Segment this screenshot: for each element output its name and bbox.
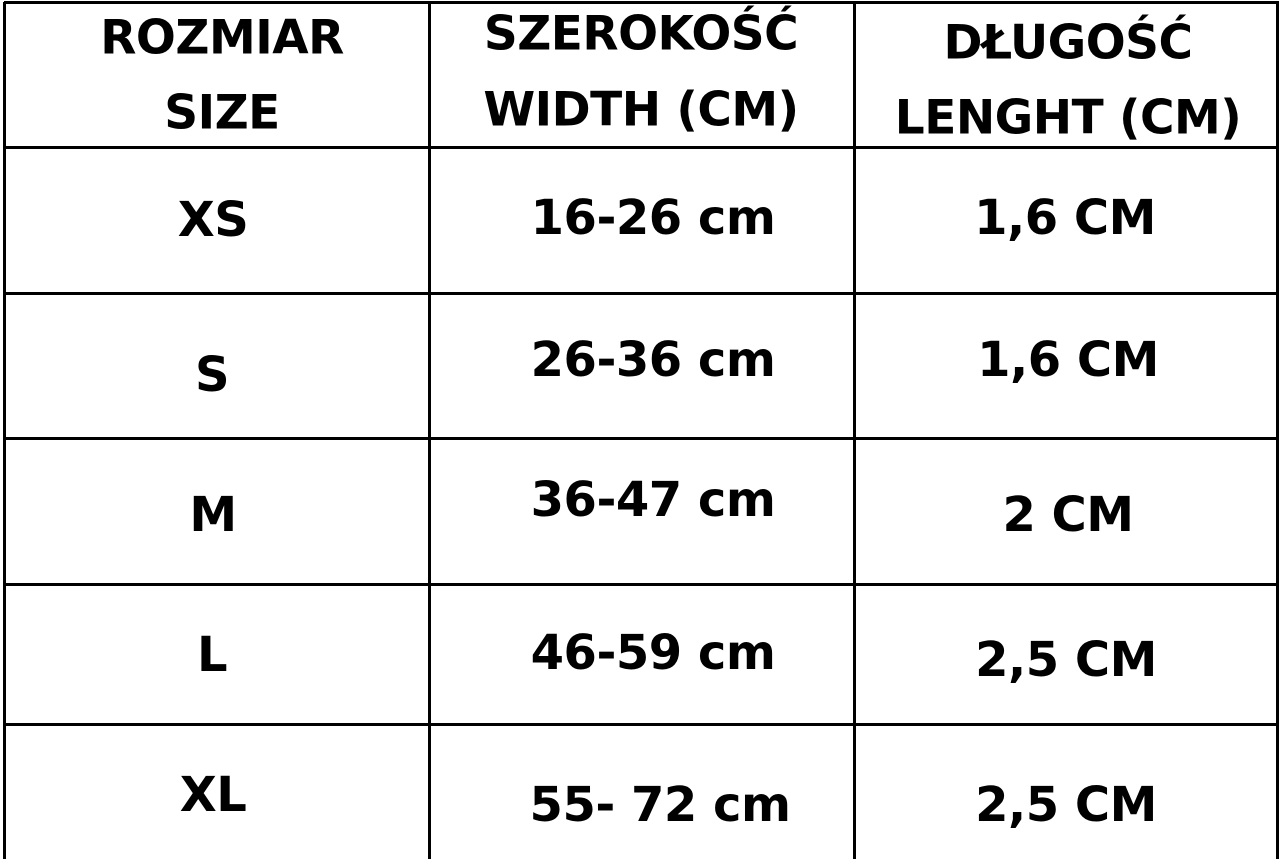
cell-size: XS — [177, 192, 249, 248]
cell-size: XL — [179, 767, 247, 823]
cell-width: 26-36 cm — [530, 332, 776, 388]
header-length-en: LENGHT (CM) — [894, 90, 1242, 146]
header-size-en: SIZE — [164, 85, 280, 141]
cell-length: 2 CM — [1002, 487, 1134, 543]
cell-width: 55- 72 cm — [529, 777, 791, 833]
header-width-pl: SZEROKOŚĆ — [483, 6, 799, 62]
header-length-pl: DŁUGOŚĆ — [943, 15, 1193, 71]
row-divider — [4, 723, 1279, 726]
cell-width: 46-59 cm — [530, 625, 776, 681]
cell-length: 2,5 CM — [975, 777, 1157, 833]
row-divider — [4, 146, 1279, 149]
cell-size: L — [196, 627, 228, 683]
row-divider — [4, 437, 1279, 440]
cell-length: 1,6 CM — [974, 190, 1156, 246]
row-divider — [4, 292, 1279, 295]
header-width-en: WIDTH (CM) — [483, 82, 799, 138]
header-size-pl: ROZMIAR — [100, 10, 344, 66]
cell-size: S — [194, 347, 230, 403]
table-border-right — [1276, 2, 1279, 859]
column-divider — [853, 2, 856, 859]
cell-width: 16-26 cm — [530, 190, 776, 246]
cell-size: M — [189, 487, 237, 543]
cell-length: 1,6 CM — [977, 332, 1159, 388]
cell-length: 2,5 CM — [975, 632, 1157, 688]
cell-width: 36-47 cm — [530, 472, 776, 528]
column-divider — [428, 2, 431, 859]
table-border-top — [4, 1, 1279, 4]
row-divider — [4, 583, 1279, 586]
table-border-left — [3, 2, 6, 859]
